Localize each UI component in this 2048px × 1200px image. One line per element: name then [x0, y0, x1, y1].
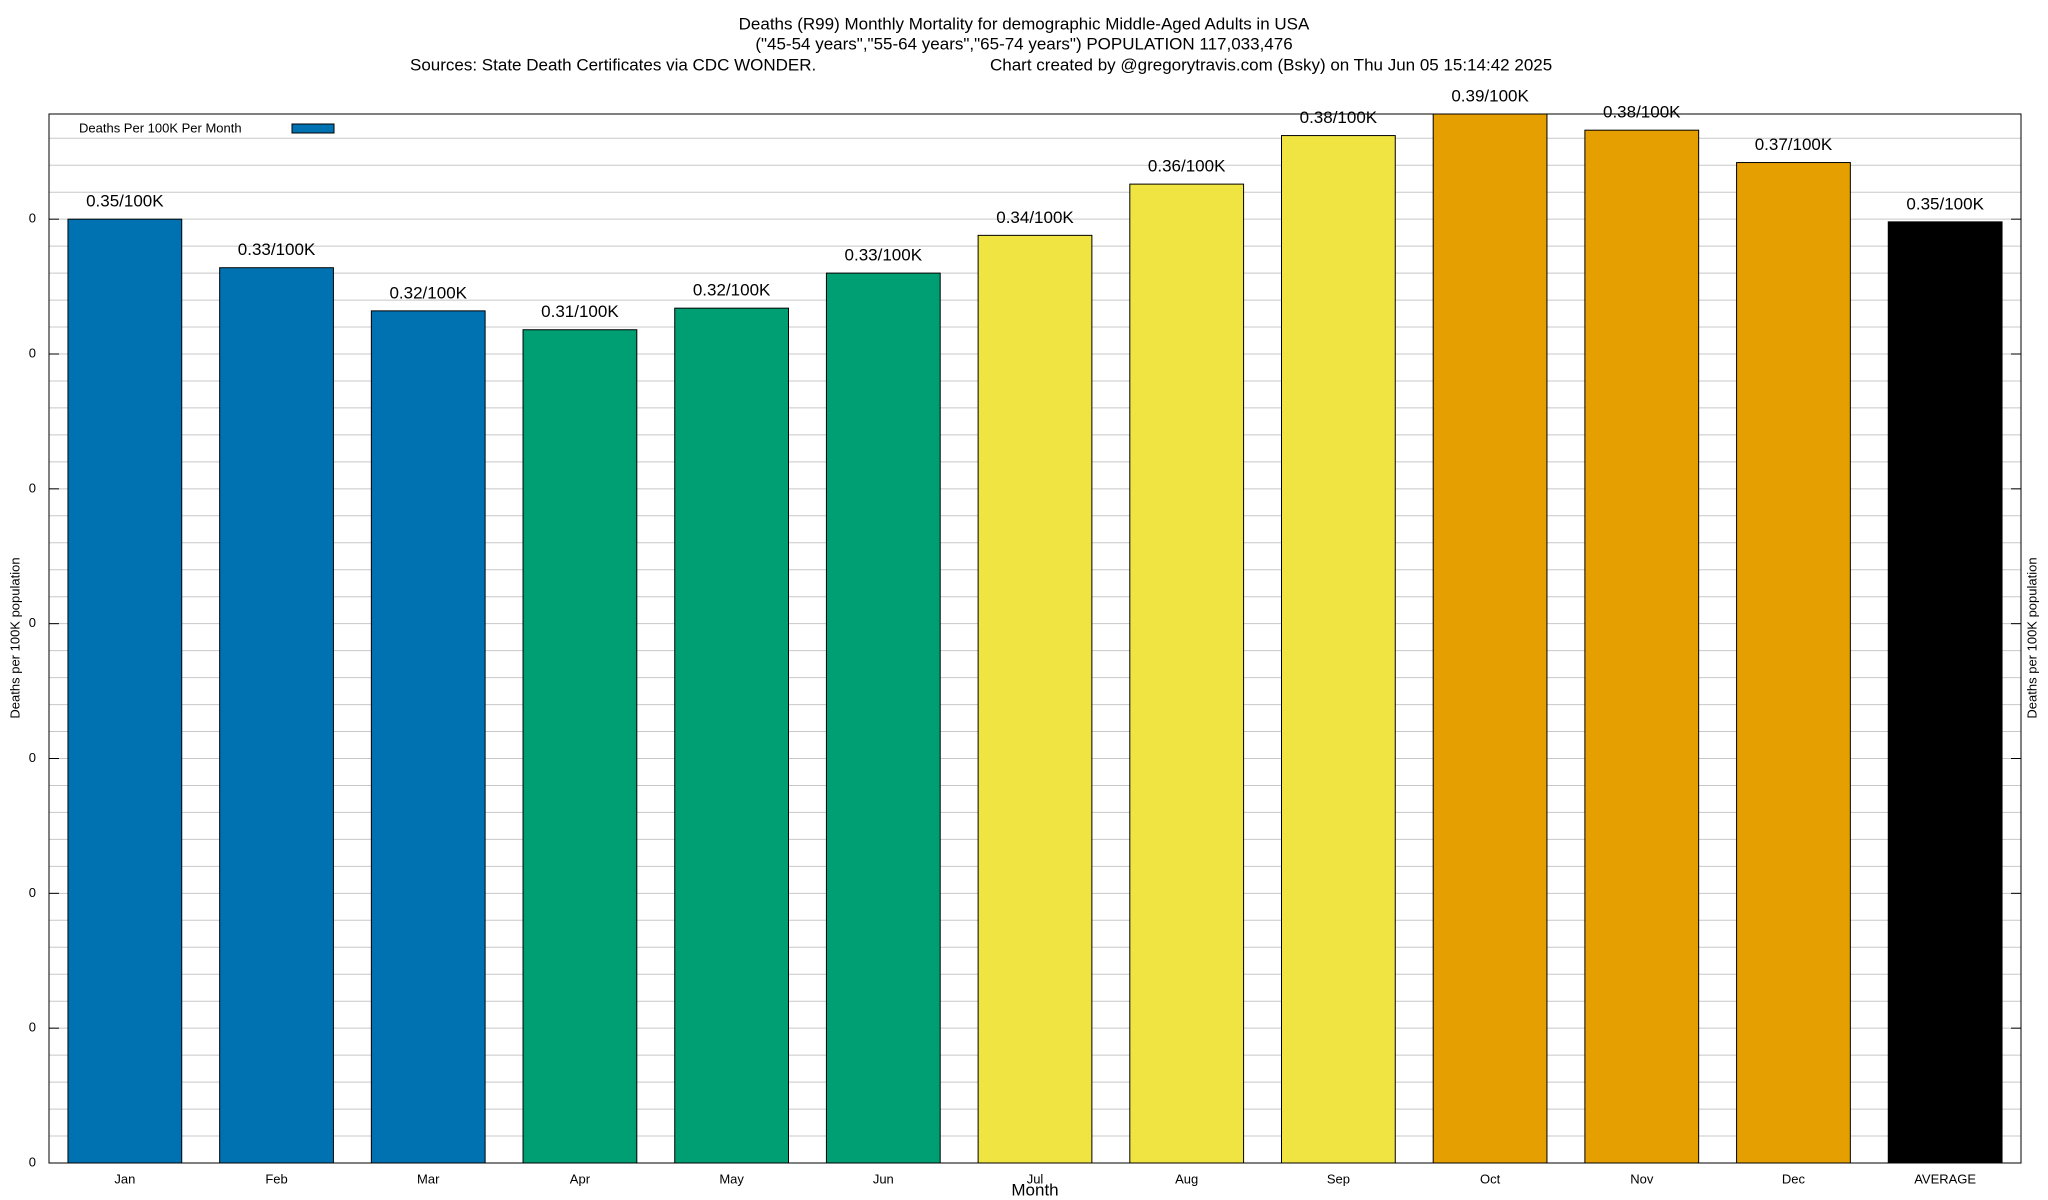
bar — [522, 329, 638, 1164]
x-tick-label: Sep — [1327, 1171, 1350, 1186]
x-tick-label: Mar — [417, 1171, 440, 1186]
bar — [67, 218, 183, 1164]
x-tick-label: Apr — [570, 1171, 591, 1186]
x-axis-label: Month — [1011, 1180, 1058, 1199]
bar — [825, 272, 941, 1164]
plot-frame — [48, 113, 2022, 1164]
data-label: 0.35/100K — [86, 192, 164, 211]
y-tick-label: 0 — [29, 345, 36, 360]
y-tick-label: 0 — [29, 885, 36, 900]
data-label: 0.35/100K — [1906, 194, 1984, 213]
y-tick-label: 0 — [29, 1020, 36, 1035]
data-label: 0.33/100K — [845, 246, 923, 265]
y-tick-label: 0 — [29, 211, 36, 226]
x-tick-label: Oct — [1480, 1171, 1501, 1186]
x-tick-label: Feb — [265, 1171, 287, 1186]
y-axis-label: Deaths per 100K population — [7, 557, 22, 718]
bar — [1887, 221, 2003, 1164]
legend-label: Deaths Per 100K Per Month — [79, 120, 242, 135]
x-tick-label: Jun — [873, 1171, 894, 1186]
data-label: 0.34/100K — [996, 208, 1074, 227]
x-tick-label: Nov — [1630, 1171, 1654, 1186]
chart-source: Sources: State Death Certificates via CD… — [410, 55, 816, 74]
bar — [1432, 113, 1548, 1164]
data-label: 0.32/100K — [693, 281, 771, 300]
chart-credit: Chart created by @gregorytravis.com (Bsk… — [990, 55, 1552, 74]
legend-swatch — [291, 123, 335, 134]
x-tick-label: Jan — [114, 1171, 135, 1186]
x-tick-label: May — [719, 1171, 744, 1186]
y-tick-label: 0 — [29, 750, 36, 765]
data-label: 0.38/100K — [1300, 108, 1378, 127]
bar — [674, 307, 790, 1164]
x-tick-label: Aug — [1175, 1171, 1198, 1186]
data-label: 0.32/100K — [389, 283, 467, 302]
data-label: 0.33/100K — [238, 240, 316, 259]
y-tick-label: 0 — [29, 615, 36, 630]
x-tick-label: AVERAGE — [1914, 1171, 1976, 1186]
data-label: 0.31/100K — [541, 302, 619, 321]
bar — [1281, 135, 1396, 1164]
data-label: 0.38/100K — [1603, 103, 1681, 122]
x-tick-label: Dec — [1782, 1171, 1806, 1186]
bar — [370, 310, 486, 1164]
bar — [219, 267, 334, 1164]
x-tick-label: Jul — [1027, 1171, 1044, 1186]
bar — [1736, 162, 1851, 1164]
chart-subtitle: ("45-54 years","55-64 years","65-74 year… — [755, 34, 1292, 53]
bar — [977, 234, 1093, 1164]
data-label: 0.39/100K — [1451, 86, 1529, 105]
bar — [1584, 129, 1700, 1164]
y-tick-label: 0 — [29, 480, 36, 495]
y2-axis-label: Deaths per 100K population — [2024, 557, 2039, 718]
data-label: 0.36/100K — [1148, 157, 1226, 176]
y-tick-label: 0 — [29, 1154, 36, 1169]
bar — [1129, 183, 1245, 1164]
data-label: 0.37/100K — [1755, 135, 1833, 154]
chart-title: Deaths (R99) Monthly Mortality for demog… — [739, 14, 1310, 33]
